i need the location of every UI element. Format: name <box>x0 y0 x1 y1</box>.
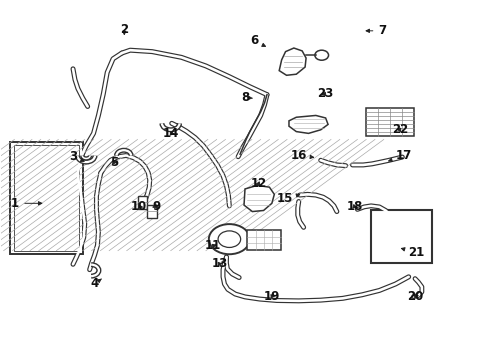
Text: 4: 4 <box>90 278 101 291</box>
Text: 10: 10 <box>130 200 147 213</box>
Circle shape <box>209 224 250 254</box>
Text: 1: 1 <box>11 197 42 210</box>
Text: 16: 16 <box>291 149 314 162</box>
Bar <box>371 210 432 263</box>
Circle shape <box>218 231 241 247</box>
Text: 5: 5 <box>110 156 118 169</box>
Bar <box>14 145 79 251</box>
Text: 15: 15 <box>276 192 300 205</box>
Text: 19: 19 <box>264 290 281 303</box>
Text: 18: 18 <box>346 200 363 213</box>
Text: 12: 12 <box>250 177 267 190</box>
Text: 21: 21 <box>401 246 424 259</box>
Polygon shape <box>244 185 274 212</box>
Bar <box>366 108 414 136</box>
Text: 23: 23 <box>317 87 333 100</box>
Bar <box>10 142 83 253</box>
Text: 3: 3 <box>69 150 84 163</box>
Bar <box>247 230 281 250</box>
Text: 8: 8 <box>242 91 252 104</box>
Text: 20: 20 <box>407 290 423 303</box>
Text: 11: 11 <box>205 239 221 252</box>
Text: 9: 9 <box>152 200 160 213</box>
Text: 22: 22 <box>392 123 409 136</box>
Text: 7: 7 <box>366 24 387 37</box>
Bar <box>138 196 147 209</box>
Text: 17: 17 <box>389 149 412 162</box>
Bar <box>147 205 157 218</box>
Text: 6: 6 <box>250 34 266 48</box>
Text: 13: 13 <box>212 257 228 270</box>
Circle shape <box>315 50 329 60</box>
Text: 2: 2 <box>120 23 128 36</box>
Polygon shape <box>289 116 328 134</box>
Polygon shape <box>279 48 306 75</box>
Text: 14: 14 <box>163 127 179 140</box>
